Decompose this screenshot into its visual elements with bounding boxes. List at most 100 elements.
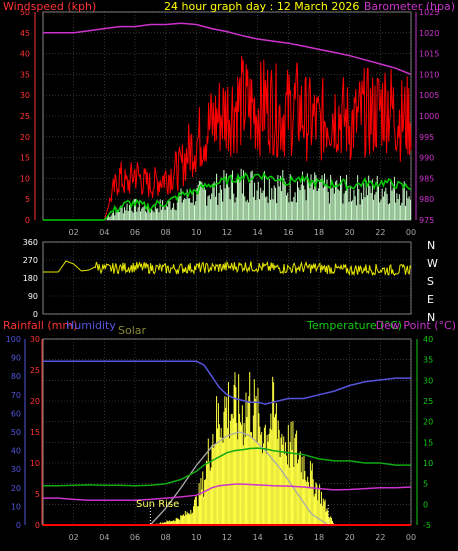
hour-tick-label: 10 <box>191 533 201 542</box>
wind-y-tick-label: 5 <box>25 195 30 204</box>
baro-y-tick-label: 1010 <box>419 70 439 79</box>
hour-tick-label: 12 <box>222 533 232 542</box>
hour-tick-label: 04 <box>99 228 109 237</box>
hour-tick-label: 14 <box>253 533 263 542</box>
hour-tick-label: 14 <box>253 228 263 237</box>
temp-y-tick-label: 10 <box>423 459 433 468</box>
rain-y-tick-label: 10 <box>30 459 40 468</box>
rainfall-axis-title: Rainfall (mm) <box>3 319 77 332</box>
rain-y-tick-label: 25 <box>30 366 40 375</box>
baro-y-tick-label: 1000 <box>419 112 439 121</box>
humidity-line <box>43 360 411 405</box>
hour-tick-label: 18 <box>314 533 324 542</box>
hour-tick-label: 04 <box>99 533 109 542</box>
hour-tick-label: 20 <box>345 228 355 237</box>
solar-axis-title: Solar <box>118 324 147 337</box>
rain-y-tick-label: 0 <box>35 521 40 530</box>
hour-tick-label: 06 <box>130 533 140 542</box>
hour-tick-label: 16 <box>283 228 293 237</box>
axis-ticks: 0510152025303540455097598098599099510001… <box>6 8 440 542</box>
wind-y-tick-label: 15 <box>20 154 30 163</box>
humidity-y-tick-label: 20 <box>11 484 21 493</box>
solar-max-curve <box>149 431 329 526</box>
humidity-y-tick-label: 80 <box>11 372 21 381</box>
temp-y-tick-label: 15 <box>423 438 433 447</box>
series-layer <box>43 22 412 526</box>
windspeed-axis-title: Windspeed (kph) <box>3 0 96 13</box>
temperature-axis-title: Temperature (°C) <box>306 319 402 332</box>
hour-tick-label: 22 <box>375 228 385 237</box>
wind-y-tick-label: 45 <box>20 29 30 38</box>
wind-average-line <box>43 171 411 221</box>
hour-tick-label: 00 <box>406 533 416 542</box>
hour-tick-label: 10 <box>191 228 201 237</box>
hour-tick-label: 20 <box>345 533 355 542</box>
baro-y-tick-label: 975 <box>419 216 434 225</box>
humidity-axis-title: Humidity <box>66 319 116 332</box>
humidity-y-tick-label: 70 <box>11 391 21 400</box>
hour-tick-label: 12 <box>222 228 232 237</box>
dewpoint-line <box>43 483 412 501</box>
rain-y-tick-label: 30 <box>30 335 40 344</box>
direction-y-tick-label: 360 <box>23 238 38 247</box>
wind-y-tick-label: 20 <box>20 133 30 142</box>
dewpoint-axis-title: Dew Point (°C) <box>376 319 456 332</box>
direction-y-tick-label: 0 <box>33 310 38 319</box>
compass-tick-label: W <box>427 257 438 270</box>
compass-tick-label: N <box>427 311 435 324</box>
sunrise-label: Sun Rise <box>136 499 179 510</box>
humidity-y-tick-label: 30 <box>11 465 21 474</box>
temp-y-tick-label: 40 <box>423 335 433 344</box>
temp-y-tick-label: 25 <box>423 397 433 406</box>
humidity-y-tick-label: 90 <box>11 354 21 363</box>
baro-y-tick-label: 1015 <box>419 50 439 59</box>
wind-y-tick-label: 40 <box>20 50 30 59</box>
wind-direction-line <box>43 260 412 277</box>
humidity-y-tick-label: 100 <box>6 335 21 344</box>
wind-y-tick-label: 0 <box>25 216 30 225</box>
compass-tick-label: N <box>427 239 435 252</box>
hour-tick-label: 18 <box>314 228 324 237</box>
chart-title: 24 hour graph day : 12 March 2026 <box>164 0 359 13</box>
hour-tick-label: 06 <box>130 228 140 237</box>
rain-y-tick-label: 15 <box>30 428 40 437</box>
temp-y-tick-label: 35 <box>423 356 433 365</box>
compass-tick-label: S <box>427 275 434 288</box>
hour-tick-label: 02 <box>69 228 79 237</box>
baro-y-tick-label: 1025 <box>419 8 439 17</box>
hour-tick-label: 00 <box>406 228 416 237</box>
hour-tick-label: 22 <box>375 533 385 542</box>
baro-y-tick-label: 990 <box>419 154 434 163</box>
temp-y-tick-label: 0 <box>423 500 428 509</box>
direction-y-tick-label: 270 <box>23 256 38 265</box>
temperature-line <box>43 447 411 487</box>
temp-y-tick-label: -5 <box>423 521 431 530</box>
direction-y-tick-label: 180 <box>23 274 38 283</box>
baro-y-tick-label: 1005 <box>419 91 439 100</box>
wind-y-tick-label: 30 <box>20 91 30 100</box>
humidity-y-tick-label: 60 <box>11 409 21 418</box>
wind-y-tick-label: 35 <box>20 70 30 79</box>
temp-y-tick-label: 30 <box>423 376 433 385</box>
hour-tick-label: 02 <box>69 533 79 542</box>
baro-y-tick-label: 985 <box>419 174 434 183</box>
baro-y-tick-label: 980 <box>419 195 434 204</box>
wind-y-tick-label: 10 <box>20 174 30 183</box>
hour-tick-label: 08 <box>161 533 171 542</box>
baro-y-tick-label: 995 <box>419 133 434 142</box>
hour-tick-label: 08 <box>161 228 171 237</box>
rain-y-tick-label: 5 <box>35 490 40 499</box>
wind-y-tick-label: 25 <box>20 112 30 121</box>
wind-y-tick-label: 50 <box>20 8 30 17</box>
baro-y-tick-label: 1020 <box>419 29 439 38</box>
barometer-line <box>43 22 412 76</box>
humidity-y-tick-label: 0 <box>16 521 21 530</box>
temp-y-tick-label: 20 <box>423 418 433 427</box>
humidity-y-tick-label: 40 <box>11 447 21 456</box>
humidity-y-tick-label: 50 <box>11 428 21 437</box>
direction-y-tick-label: 90 <box>28 292 38 301</box>
barometer-axis-title: Barometer (hpa) <box>364 0 455 13</box>
compass-tick-label: E <box>427 293 434 306</box>
temp-y-tick-label: 5 <box>423 480 428 489</box>
